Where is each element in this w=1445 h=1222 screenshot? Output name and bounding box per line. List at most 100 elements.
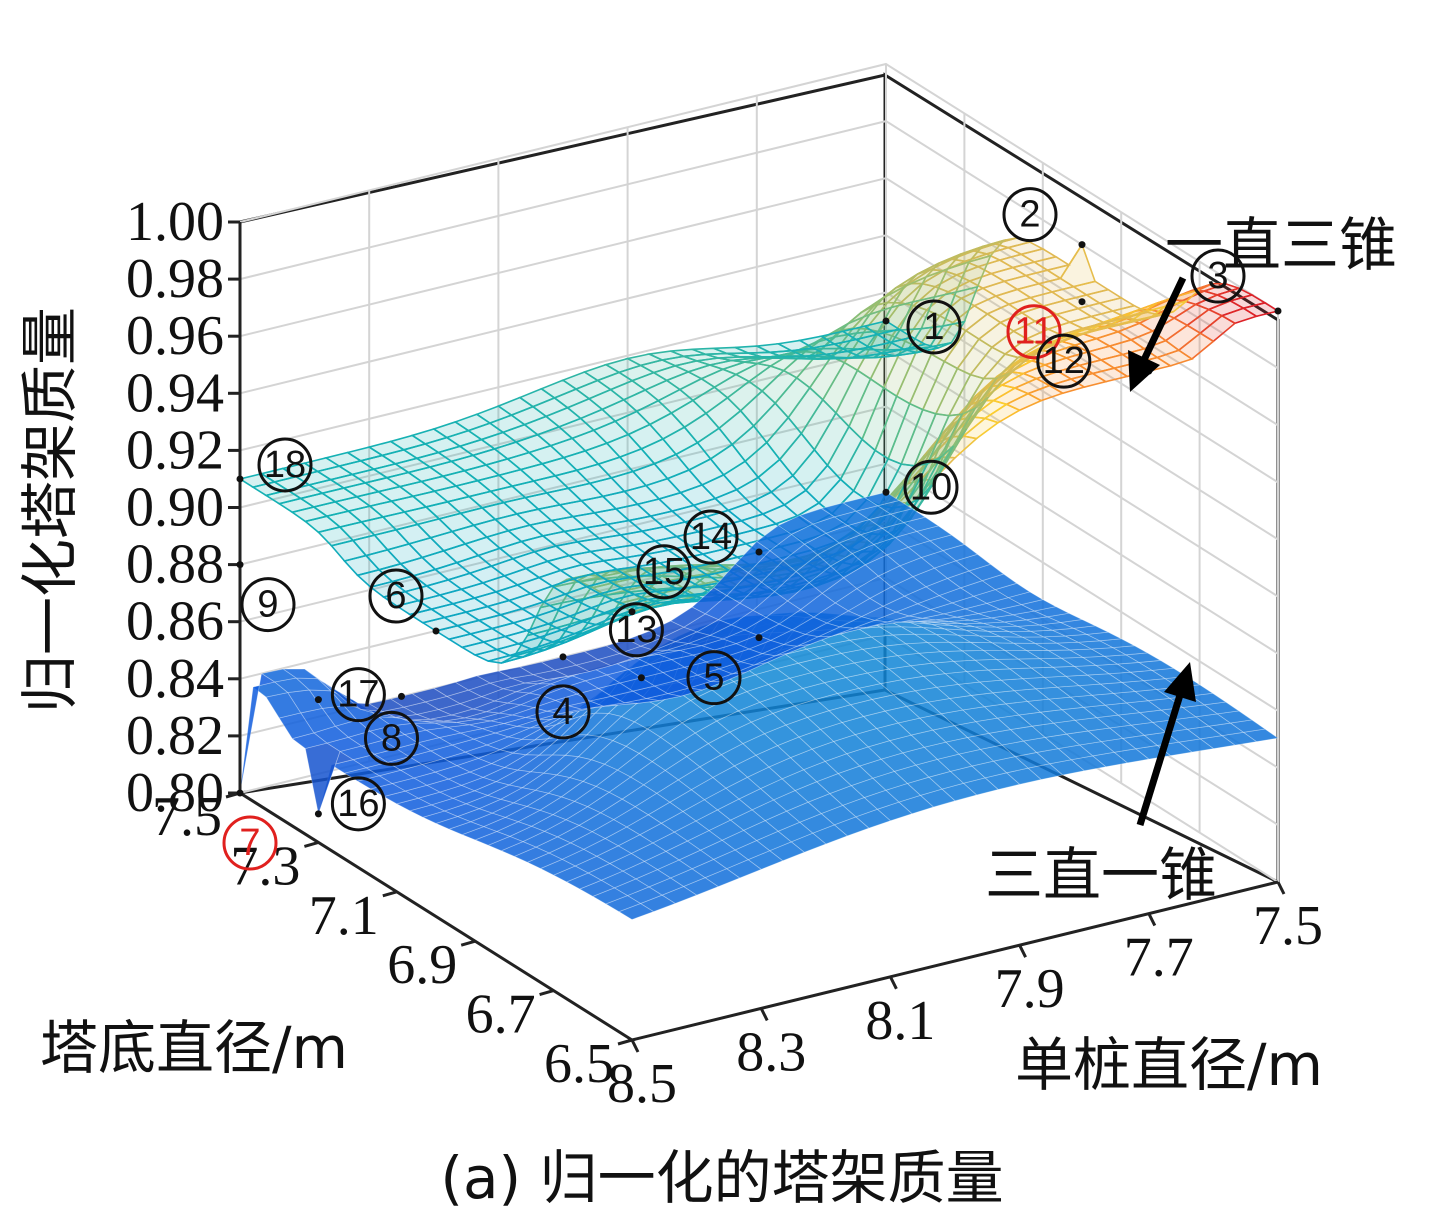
- point-label-16: 16: [314, 776, 386, 832]
- data-point: [1078, 241, 1086, 249]
- label-number: 12: [1043, 340, 1085, 382]
- y-tick-mark: [1147, 912, 1157, 927]
- label-number: 18: [264, 444, 306, 486]
- x-tick-mark: [617, 1038, 633, 1046]
- annotation-label: 一直三锥: [1165, 211, 1397, 279]
- label-number: 6: [385, 575, 406, 617]
- point-label-11: 11: [1006, 298, 1086, 360]
- point-label-4: 4: [535, 653, 591, 740]
- surface-cell: [239, 672, 276, 794]
- label-number: 17: [337, 674, 379, 716]
- data-point: [236, 475, 244, 483]
- label-circle: [1036, 333, 1092, 389]
- point-label-6: 6: [368, 568, 440, 635]
- annotation-yizhisanzhui: 一直三锥: [1128, 211, 1397, 392]
- y-tick-mark: [759, 1007, 769, 1022]
- label-circle: [330, 776, 386, 832]
- data-point: [314, 810, 322, 818]
- label-circle: [906, 299, 962, 355]
- surface-sanzhiyizhui: [239, 491, 1280, 920]
- z-tick-label: 0.98: [126, 248, 224, 310]
- x-axis-label: 塔底直径/m: [40, 1014, 348, 1082]
- x-tick-label: 6.9: [387, 934, 457, 996]
- x-tick-mark: [382, 890, 398, 898]
- arrow-shaft: [1136, 693, 1184, 827]
- point-label-9: 9: [236, 561, 296, 633]
- point-label-3: 3: [1190, 248, 1282, 315]
- z-tick-label: 0.90: [126, 477, 224, 539]
- surface-cell: [561, 651, 599, 666]
- data-point: [236, 789, 244, 797]
- point-label-17: 17: [314, 667, 386, 723]
- label-circle: [903, 459, 959, 515]
- point-label-18: 18: [236, 437, 313, 493]
- data-point: [755, 548, 763, 556]
- y-tick-mark: [1018, 944, 1027, 958]
- surface-cell: [411, 687, 448, 703]
- point-label-2: 2: [1002, 187, 1086, 249]
- chart-caption: (a) 归一化的塔架质量: [440, 1144, 1003, 1212]
- label-number: 3: [1207, 255, 1228, 297]
- label-number: 15: [643, 551, 685, 593]
- z-tick-label: 0.84: [126, 648, 224, 710]
- ticks: 1.000.980.960.940.920.900.880.860.840.82…: [126, 191, 1323, 1115]
- point-label-15: 15: [628, 544, 692, 616]
- label-circle: [535, 684, 591, 740]
- point-label-14: 14: [683, 509, 763, 565]
- z-tick-label: 0.88: [126, 534, 224, 596]
- z-tick-label: 0.94: [126, 362, 224, 424]
- surface-cell: [713, 563, 749, 597]
- arrow-head: [1128, 350, 1160, 392]
- z-tick-label: 0.82: [126, 705, 224, 767]
- data-point: [628, 608, 636, 616]
- data-point: [398, 692, 405, 700]
- point-label-13: 13: [608, 602, 664, 682]
- surface-cell: [626, 630, 664, 647]
- point-label-8: 8: [364, 692, 419, 766]
- surface-cell: [347, 702, 383, 712]
- label-number: 13: [615, 609, 657, 651]
- z-tick-label: 0.80: [126, 762, 224, 824]
- label-number: 8: [381, 717, 402, 759]
- label-circle: [368, 568, 424, 624]
- y-tick-label: 7.5: [1253, 895, 1323, 957]
- x-tick-mark: [460, 939, 476, 947]
- label-number: 2: [1019, 194, 1040, 236]
- y-tick-mark: [630, 1039, 640, 1053]
- data-point: [1274, 307, 1282, 315]
- x-tick-label: 6.5: [544, 1033, 614, 1095]
- surfaces: [237, 237, 1281, 920]
- z-tick-label: 0.96: [126, 305, 224, 367]
- label-number: 1: [923, 306, 944, 348]
- annotation-sanzhiyizhui: 三直一锥: [985, 662, 1217, 909]
- point-label-10: 10: [882, 459, 959, 515]
- surface-cell: [368, 698, 405, 712]
- surface-cell: [325, 683, 361, 710]
- label-circle: [364, 710, 419, 766]
- label-circle: [257, 437, 313, 493]
- annotation-label: 三直一锥: [985, 841, 1217, 909]
- point-label-1: 1: [882, 299, 962, 355]
- label-circle: [222, 815, 278, 871]
- surface-cell: [475, 670, 513, 684]
- x-tick-label: 7.5: [152, 786, 222, 848]
- x-tick-mark: [539, 989, 555, 997]
- x-axis-line: [239, 791, 633, 1042]
- y-tick-label: 8.5: [607, 1053, 677, 1115]
- label-circle: [240, 577, 296, 633]
- point-label-7: 7: [222, 789, 278, 871]
- label-number: 16: [337, 783, 379, 825]
- y-tick-label: 8.1: [865, 990, 935, 1052]
- z-tick-label: 0.92: [126, 419, 224, 481]
- label-number: 14: [690, 516, 732, 558]
- label-number: 11: [1014, 311, 1053, 353]
- data-point: [882, 488, 890, 496]
- y-tick-label: 7.7: [1124, 927, 1194, 989]
- data-point: [432, 627, 440, 635]
- label-circle: [608, 602, 664, 658]
- label-number: 4: [552, 691, 573, 733]
- surface-cell: [669, 606, 707, 628]
- y-tick-label: 7.9: [995, 958, 1065, 1020]
- label-circle: [636, 544, 692, 600]
